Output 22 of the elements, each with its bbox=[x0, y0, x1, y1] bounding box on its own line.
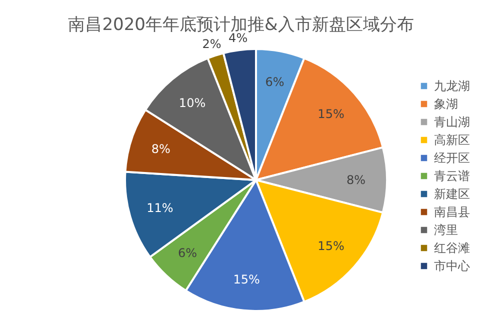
legend-label: 湾里 bbox=[434, 223, 458, 237]
legend-label: 南昌县 bbox=[434, 205, 470, 219]
data-label: 6% bbox=[265, 74, 284, 89]
data-label: 11% bbox=[146, 200, 174, 215]
legend-label: 九龙湖 bbox=[434, 79, 470, 93]
data-label: 6% bbox=[178, 246, 198, 260]
data-label: 8% bbox=[346, 173, 366, 187]
legend-label: 新建区 bbox=[434, 187, 470, 201]
legend-label: 象湖 bbox=[434, 97, 458, 111]
legend-label: 高新区 bbox=[434, 133, 470, 147]
legend-label: 经开区 bbox=[434, 151, 470, 165]
data-label: 15% bbox=[318, 239, 344, 254]
legend-label: 市中心 bbox=[434, 259, 470, 273]
data-label: 15% bbox=[318, 106, 344, 121]
legend-label: 青云谱 bbox=[434, 169, 470, 183]
data-label: 15% bbox=[233, 272, 260, 287]
legend-label: 红谷滩 bbox=[434, 241, 470, 255]
data-label: 10% bbox=[178, 96, 206, 110]
data-label: 8% bbox=[151, 142, 170, 156]
legend-label: 青山湖 bbox=[434, 115, 470, 129]
data-label: 4% bbox=[228, 31, 248, 46]
data-label: 2% bbox=[202, 37, 222, 51]
